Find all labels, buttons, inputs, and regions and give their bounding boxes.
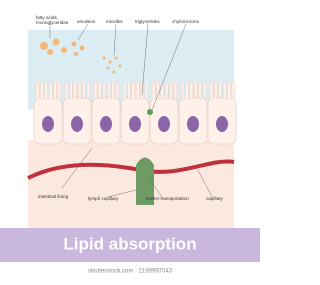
- microvillus: [127, 81, 131, 100]
- label: emulsion: [77, 19, 96, 24]
- leader: [113, 23, 117, 56]
- microvillus: [151, 81, 156, 100]
- microvillus: [122, 81, 127, 100]
- watermark: shutterstock.com · 2199997043: [88, 269, 173, 275]
- microvillus: [173, 81, 178, 100]
- tissue: [28, 140, 234, 230]
- microvillus: [222, 81, 227, 100]
- lipid-drop: [61, 47, 67, 53]
- nucleus: [129, 116, 141, 132]
- microvillus: [82, 81, 86, 100]
- label: triglycerides: [135, 19, 160, 24]
- label: further transportation: [146, 196, 189, 201]
- lipid-drop: [47, 49, 53, 55]
- leader: [107, 189, 137, 198]
- microvillus: [106, 81, 111, 100]
- microvillus: [185, 81, 189, 100]
- microvillus: [111, 81, 115, 100]
- lipid-droplets: [40, 38, 153, 115]
- chylomicron: [147, 109, 153, 115]
- microvillus: [202, 81, 207, 100]
- microvillus: [69, 81, 73, 100]
- microvillus: [131, 81, 136, 100]
- nucleus: [100, 116, 112, 132]
- lipid-drop: [106, 66, 110, 70]
- leader: [77, 23, 89, 41]
- microvillus: [214, 81, 218, 100]
- lipid-drop: [112, 70, 116, 74]
- label: lymph capillary: [88, 196, 119, 201]
- lipid-drop: [52, 38, 60, 46]
- lipid-drop: [74, 52, 78, 56]
- title-band: [0, 228, 260, 262]
- lipid-drop: [79, 45, 85, 51]
- leader-lines: [49, 23, 213, 198]
- label: intestinal lining: [38, 194, 69, 199]
- cells: [33, 81, 237, 145]
- microvillus: [164, 81, 169, 100]
- nucleus: [71, 116, 83, 132]
- diagram: fatty acids, monoglycerides emulsion mic…: [0, 15, 260, 275]
- label: chylomicrons: [172, 19, 200, 24]
- lipid-drop: [118, 64, 122, 68]
- leader: [61, 147, 93, 189]
- microvillus: [169, 81, 173, 100]
- microvillus: [180, 81, 185, 100]
- nucleus: [187, 116, 199, 132]
- lipid-drop: [114, 56, 118, 60]
- microvillus: [160, 81, 165, 100]
- microvillus: [102, 81, 107, 100]
- microvillus: [86, 81, 91, 100]
- label: capillary: [206, 196, 224, 201]
- label: monoglycerides: [36, 20, 69, 25]
- microvillus: [98, 81, 102, 100]
- microvillus: [40, 81, 44, 100]
- microvillus: [140, 81, 144, 100]
- microvillus: [144, 81, 149, 100]
- microvillus: [231, 81, 236, 100]
- microvillus: [189, 81, 194, 100]
- label: fatty acids,: [36, 15, 58, 20]
- microvillus: [156, 81, 160, 100]
- microvillus: [77, 81, 82, 100]
- microvillus: [49, 81, 53, 100]
- label: micelles: [106, 19, 123, 24]
- nucleus: [42, 116, 54, 132]
- microvillus: [35, 81, 40, 100]
- microvillus: [209, 81, 214, 100]
- lipid-drop: [40, 42, 48, 50]
- microvillus: [73, 81, 78, 100]
- leader: [151, 23, 187, 111]
- lipid-drop: [102, 56, 106, 60]
- microvillus: [218, 81, 223, 100]
- leader: [149, 179, 163, 198]
- leader: [141, 23, 149, 96]
- lipid-drop: [71, 41, 77, 47]
- microvillus: [64, 81, 69, 100]
- microvillus: [93, 81, 98, 100]
- leader: [197, 169, 213, 198]
- nucleus: [216, 116, 228, 132]
- microvillus: [44, 81, 48, 100]
- microvillus: [53, 81, 57, 100]
- microvillus: [227, 81, 231, 100]
- microvillus: [135, 81, 140, 100]
- lipid-drop: [108, 60, 112, 64]
- nucleus: [158, 116, 170, 132]
- microvillus: [115, 81, 120, 100]
- lymph-vessel: [136, 157, 154, 205]
- microvillus: [193, 81, 198, 100]
- microvillus: [57, 81, 62, 100]
- title: Lipid absorption: [63, 234, 196, 253]
- microvillus: [198, 81, 202, 100]
